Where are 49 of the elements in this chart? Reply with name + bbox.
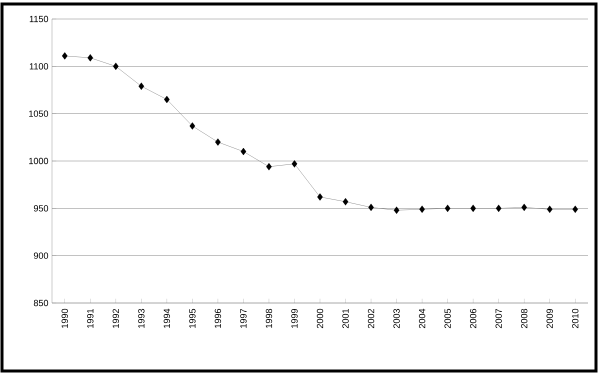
point <box>419 206 425 213</box>
point <box>470 204 476 212</box>
y-tick-label: 900 <box>34 252 48 259</box>
x-tick-label: 1997 <box>240 308 247 328</box>
x-tick-label: 1994 <box>164 308 170 328</box>
y-tick-label: 950 <box>34 205 48 212</box>
x-tick-label: 1996 <box>214 308 222 328</box>
point <box>138 82 144 90</box>
x-tick-label: 2000 <box>316 308 324 328</box>
x-tick-label: 1995 <box>189 308 196 328</box>
point <box>444 204 450 212</box>
point <box>190 122 196 130</box>
x-tick-label: 1999 <box>291 308 298 328</box>
point <box>215 138 221 146</box>
x-tick-label: 1998 <box>266 308 272 328</box>
x-tick-label: 2010 <box>572 308 578 328</box>
point <box>394 206 400 214</box>
x-tick-label: 1992 <box>112 308 120 328</box>
point <box>496 204 502 212</box>
point <box>521 204 528 212</box>
point <box>292 160 298 168</box>
point <box>164 96 170 104</box>
y-tick-label: 1000 <box>29 158 48 164</box>
y-tick-label: 1100 <box>30 63 48 70</box>
y-tick-label: 1050 <box>29 110 48 117</box>
x-tick-label: 2003 <box>393 308 400 328</box>
point <box>240 148 246 156</box>
point <box>546 206 553 213</box>
x-tick-label: 2001 <box>342 308 349 328</box>
y-tick-label: 850 <box>34 300 48 306</box>
x-tick-label: 2005 <box>444 308 451 328</box>
x-tick-label: 2004 <box>418 308 426 328</box>
x-tick-label: 1990 <box>62 308 68 328</box>
point <box>572 206 578 213</box>
point <box>266 162 272 170</box>
point <box>342 198 348 206</box>
point <box>112 62 119 70</box>
point <box>317 193 323 201</box>
y-tick-label: 1150 <box>30 16 48 22</box>
x-tick-label: 1993 <box>138 308 145 328</box>
point <box>87 54 94 62</box>
x-tick-label: 2006 <box>470 308 476 328</box>
point <box>62 52 68 60</box>
point <box>368 204 374 212</box>
x-tick-label: 1991 <box>87 308 94 328</box>
x-tick-label: 2007 <box>495 308 502 328</box>
x-tick-label: 2002 <box>368 308 374 328</box>
x-tick-label: 2009 <box>546 308 553 328</box>
x-tick-label: 2008 <box>521 308 528 328</box>
